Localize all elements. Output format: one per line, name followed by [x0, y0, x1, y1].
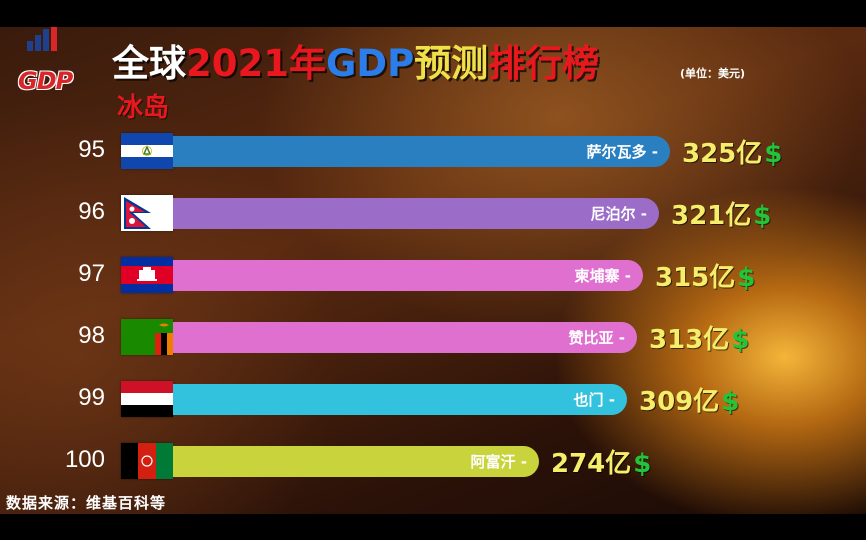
dollar-icon: $ [721, 387, 740, 417]
dollar-icon: $ [737, 263, 756, 293]
gdp-logo: GDP [15, 27, 87, 95]
dollar-icon: $ [633, 449, 652, 479]
rank-number: 99 [78, 384, 105, 411]
data-source: 数据来源：维基百科等 [6, 494, 167, 512]
bar: 赞比亚 - [173, 322, 637, 353]
page-title: 全球2021年GDP预测排行榜 [112, 33, 599, 85]
dollar-icon: $ [764, 139, 783, 169]
bar-country-label: 尼泊尔 - [590, 205, 647, 223]
title-part-4: 预测 [414, 42, 489, 85]
dollar-icon: $ [731, 325, 750, 355]
unit-note: (单位：美元) [680, 67, 746, 80]
rank-number: 100 [64, 446, 105, 473]
value-text: 274亿 [551, 449, 632, 479]
video-frame: GDP 全球2021年GDP预测排行榜 (单位：美元) 冰岛 95 萨尔瓦多 -3… [0, 27, 866, 514]
bar: 柬埔寨 - [173, 260, 643, 291]
cambodia-flag-icon [121, 257, 173, 293]
rank-number: 96 [78, 198, 105, 225]
bar-value-label: 325亿$ [682, 133, 782, 170]
rank-number: 95 [78, 136, 105, 163]
bar-country-label: 赞比亚 - [568, 329, 625, 347]
bar-country-label: 柬埔寨 - [574, 267, 631, 285]
bar-country-label: 萨尔瓦多 - [586, 143, 658, 161]
rank-number: 98 [78, 322, 105, 349]
afghanistan-flag-icon [121, 443, 173, 479]
title-part-2: 2021年 [186, 42, 326, 85]
el-salvador-flag-icon [121, 133, 173, 169]
bar-country-label: 也门 - [573, 391, 615, 409]
bar-country-label: 阿富汗 - [470, 453, 527, 471]
bar: 萨尔瓦多 - [173, 136, 670, 167]
highlight-country: 冰岛 [117, 93, 170, 123]
bar: 也门 - [173, 384, 627, 415]
nepal-flag-icon [121, 195, 173, 231]
gdp-bar-chart: 95 萨尔瓦多 -325亿$ 96 尼泊尔 -321亿$ 97 柬埔寨 -315亿$ 98 赞… [0, 27, 866, 514]
dollar-icon: $ [753, 201, 772, 231]
yemen-flag-icon [121, 381, 173, 417]
bar-value-label: 274亿$ [551, 443, 651, 480]
rank-number: 97 [78, 260, 105, 287]
logo-text: GDP [18, 67, 73, 95]
value-text: 325亿 [682, 139, 763, 169]
zambia-flag-icon [121, 319, 173, 355]
bar: 阿富汗 - [173, 446, 539, 477]
title-part-3: GDP [325, 42, 415, 85]
title-part-5: 排行榜 [488, 42, 600, 85]
bar-value-label: 313亿$ [649, 319, 749, 356]
bar-value-label: 309亿$ [639, 381, 739, 418]
value-text: 315亿 [655, 263, 736, 293]
bar-value-label: 315亿$ [655, 257, 755, 294]
value-text: 321亿 [671, 201, 752, 231]
value-text: 313亿 [649, 325, 730, 355]
bar: 尼泊尔 - [173, 198, 659, 229]
value-text: 309亿 [639, 387, 720, 417]
bar-value-label: 321亿$ [671, 195, 771, 232]
title-part-1: 全球 [112, 42, 186, 85]
